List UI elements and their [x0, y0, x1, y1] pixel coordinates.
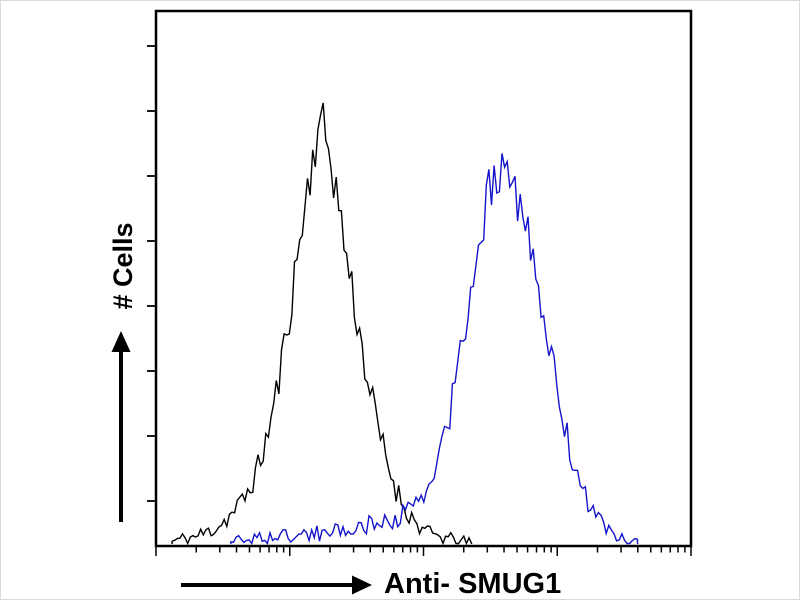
blue-anti-smug1-histogram-curve: [230, 153, 639, 546]
right-arrow-icon: [181, 575, 372, 595]
x-axis-label: Anti- SMUG1: [384, 568, 561, 600]
up-arrow-icon: [111, 331, 131, 522]
y-axis-label: # Cells: [108, 222, 138, 309]
black-control-histogram-curve: [171, 102, 473, 546]
plot-border: [154, 9, 693, 548]
y-axis-ticks: [147, 45, 156, 502]
x-axis-ticks: [155, 547, 692, 556]
